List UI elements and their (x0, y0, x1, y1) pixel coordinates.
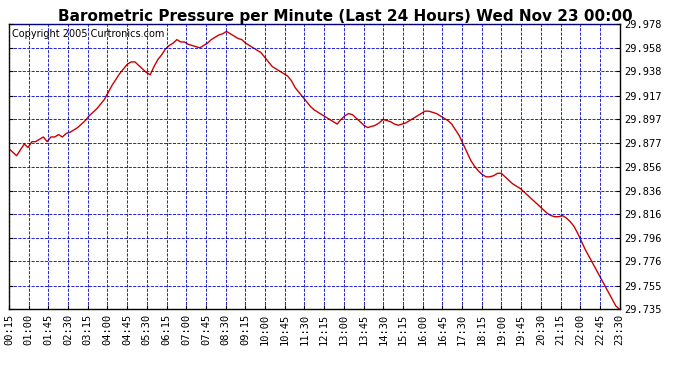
Text: Copyright 2005 Curtronics.com: Copyright 2005 Curtronics.com (12, 28, 164, 39)
Text: Barometric Pressure per Minute (Last 24 Hours) Wed Nov 23 00:00: Barometric Pressure per Minute (Last 24 … (58, 9, 632, 24)
